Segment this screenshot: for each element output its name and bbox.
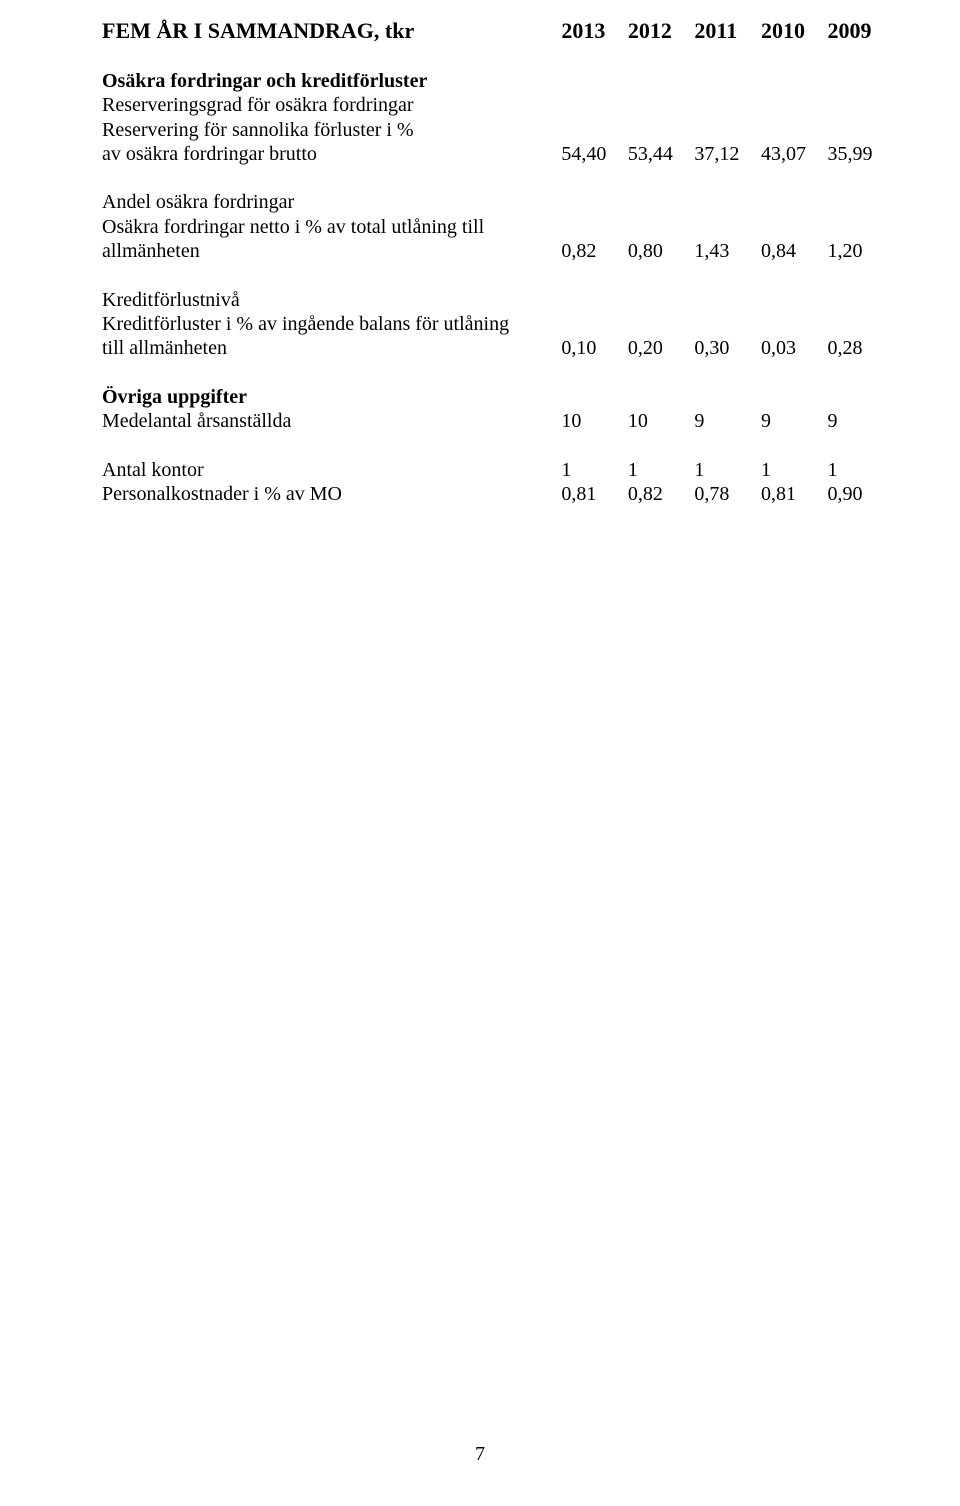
- metric-label: allmänheten: [102, 239, 561, 263]
- section-heading: Osäkra fordringar och kreditförluster: [102, 69, 894, 93]
- metric-value: 0,81: [761, 482, 828, 506]
- metric-value: 1: [628, 458, 695, 482]
- table-row: Kreditförlustnivå: [102, 288, 894, 312]
- table-row: Personalkostnader i % av MO 0,81 0,82 0,…: [102, 482, 894, 506]
- metric-value: 37,12: [694, 142, 761, 166]
- table-row: till allmänheten 0,10 0,20 0,30 0,03 0,2…: [102, 336, 894, 360]
- metric-label: Reservering för sannolika förluster i %: [102, 118, 894, 142]
- page-title: FEM ÅR I SAMMANDRAG, tkr: [102, 18, 561, 45]
- header-row: FEM ÅR I SAMMANDRAG, tkr 2013 2012 2011 …: [102, 18, 894, 45]
- metric-value: 0,90: [827, 482, 894, 506]
- table-row: Reserveringsgrad för osäkra fordringar: [102, 93, 894, 117]
- metric-value: 0,10: [561, 336, 628, 360]
- metric-value: 0,82: [561, 239, 628, 263]
- metric-label: Andel osäkra fordringar: [102, 190, 894, 214]
- metric-label: Personalkostnader i % av MO: [102, 482, 561, 506]
- metric-value: 1,20: [827, 239, 894, 263]
- metric-value: 35,99: [827, 142, 894, 166]
- section-heading-row: Osäkra fordringar och kreditförluster: [102, 69, 894, 93]
- table-row: Antal kontor 1 1 1 1 1: [102, 458, 894, 482]
- metric-value: 0,80: [628, 239, 695, 263]
- year-col: 2013: [561, 18, 628, 45]
- metric-value: 43,07: [761, 142, 828, 166]
- metric-label: Reserveringsgrad för osäkra fordringar: [102, 93, 894, 117]
- metric-label: Medelantal årsanställda: [102, 409, 561, 433]
- metric-label: Kreditförluster i % av ingående balans f…: [102, 312, 894, 336]
- metric-value: 1,43: [694, 239, 761, 263]
- metric-value: 9: [827, 409, 894, 433]
- year-col: 2010: [761, 18, 828, 45]
- metric-value: 0,78: [694, 482, 761, 506]
- metric-value: 9: [761, 409, 828, 433]
- metric-label: till allmänheten: [102, 336, 561, 360]
- metric-value: 0,82: [628, 482, 695, 506]
- metric-value: 0,20: [628, 336, 695, 360]
- table-row: Andel osäkra fordringar: [102, 190, 894, 214]
- year-col: 2009: [827, 18, 894, 45]
- metric-value: 1: [561, 458, 628, 482]
- metric-label: Antal kontor: [102, 458, 561, 482]
- metric-value: 54,40: [561, 142, 628, 166]
- table-row: Medelantal årsanställda 10 10 9 9 9: [102, 409, 894, 433]
- table-row: av osäkra fordringar brutto 54,40 53,44 …: [102, 142, 894, 166]
- metric-value: 10: [628, 409, 695, 433]
- metric-value: 1: [761, 458, 828, 482]
- table-row: Kreditförluster i % av ingående balans f…: [102, 312, 894, 336]
- year-col: 2011: [694, 18, 761, 45]
- table-row: Osäkra fordringar netto i % av total utl…: [102, 215, 894, 239]
- page-number: 7: [0, 1443, 960, 1466]
- section-heading: Övriga uppgifter: [102, 385, 894, 409]
- metric-value: 0,30: [694, 336, 761, 360]
- year-col: 2012: [628, 18, 695, 45]
- table-row: allmänheten 0,82 0,80 1,43 0,84 1,20: [102, 239, 894, 263]
- financial-summary-table: FEM ÅR I SAMMANDRAG, tkr 2013 2012 2011 …: [102, 18, 894, 506]
- metric-value: 0,81: [561, 482, 628, 506]
- table-row: Reservering för sannolika förluster i %: [102, 118, 894, 142]
- metric-value: 10: [561, 409, 628, 433]
- metric-label: av osäkra fordringar brutto: [102, 142, 561, 166]
- section-heading-row: Övriga uppgifter: [102, 385, 894, 409]
- metric-value: 0,28: [827, 336, 894, 360]
- metric-label: Kreditförlustnivå: [102, 288, 894, 312]
- metric-value: 0,03: [761, 336, 828, 360]
- metric-value: 1: [694, 458, 761, 482]
- metric-value: 9: [694, 409, 761, 433]
- metric-label: Osäkra fordringar netto i % av total utl…: [102, 215, 894, 239]
- metric-value: 1: [827, 458, 894, 482]
- metric-value: 53,44: [628, 142, 695, 166]
- metric-value: 0,84: [761, 239, 828, 263]
